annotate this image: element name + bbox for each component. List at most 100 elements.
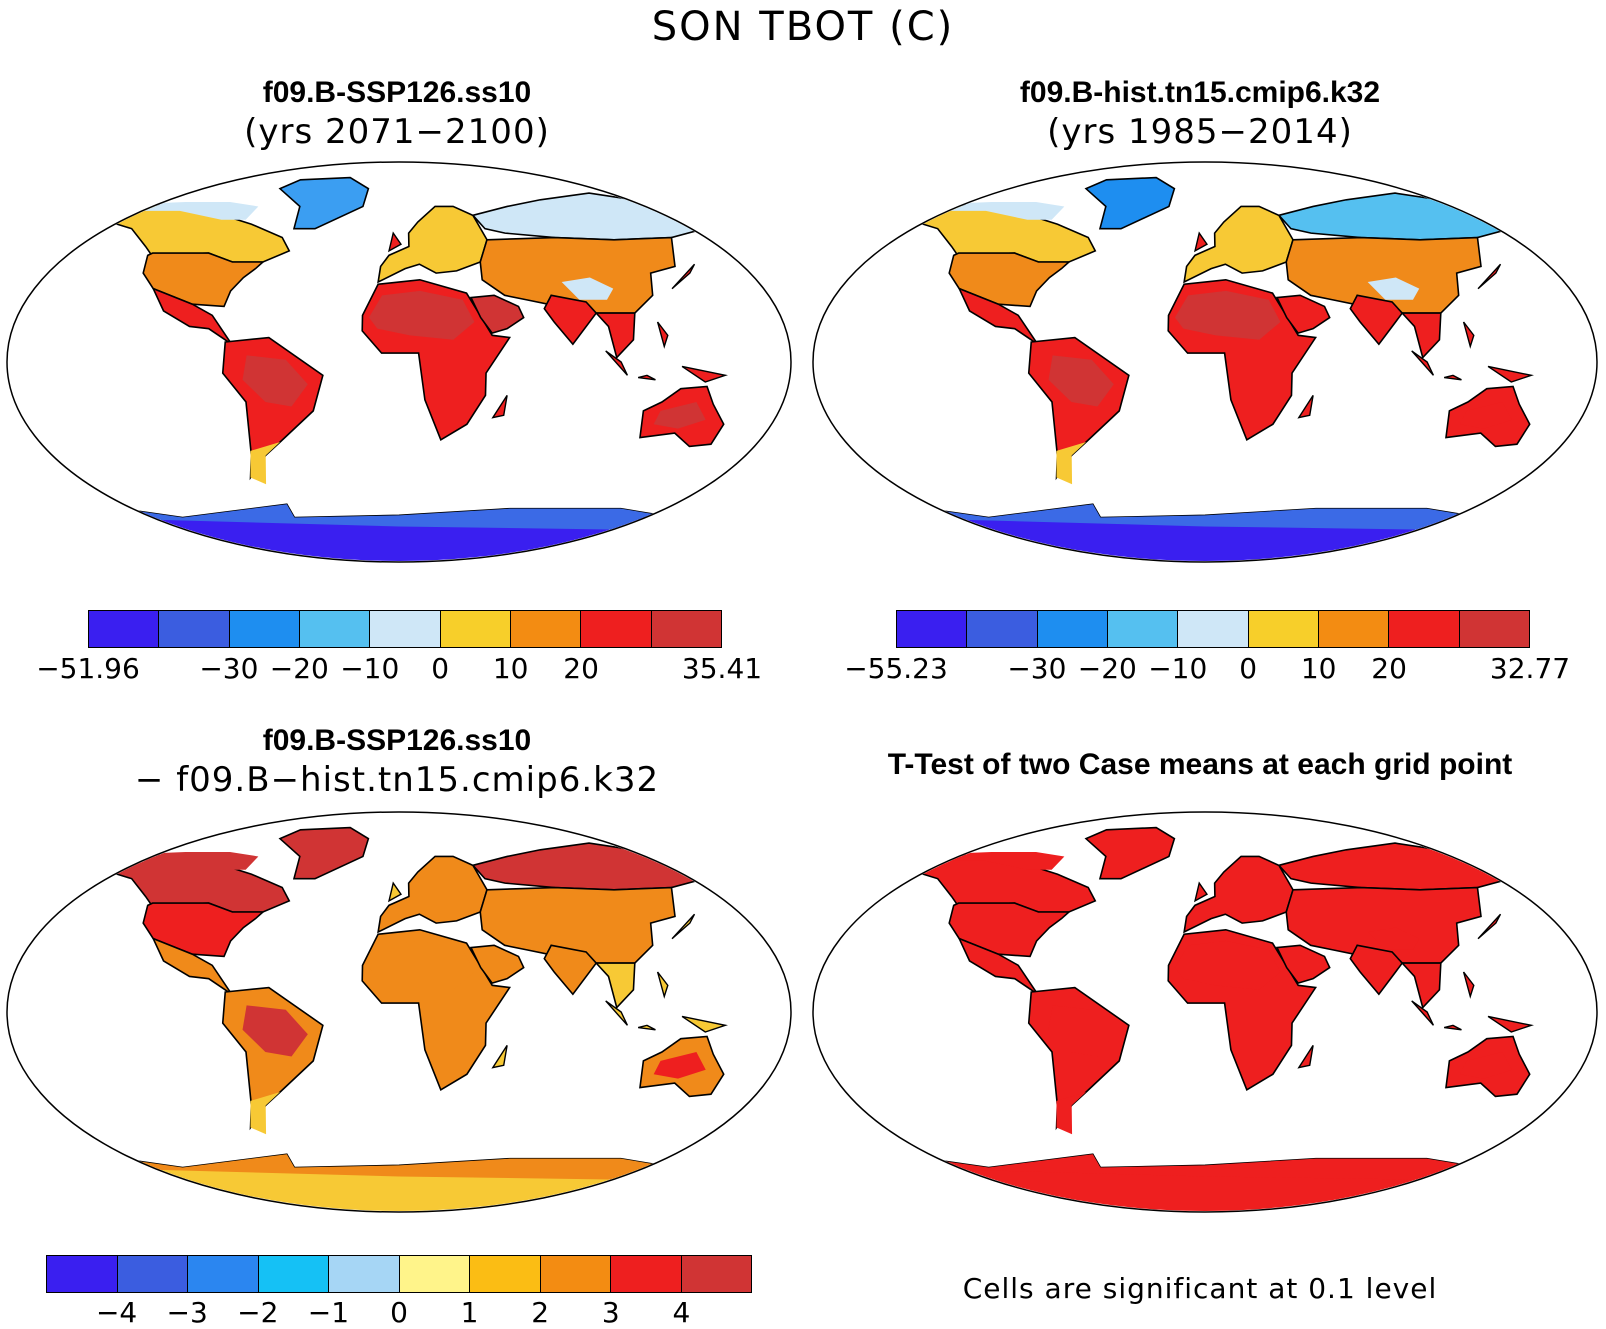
colorbar-tick-label: 10	[492, 652, 529, 685]
region-patagonia	[1056, 1092, 1087, 1135]
panel4-title: T-Test of two Case means at each grid po…	[887, 748, 1513, 781]
colorbar-swatch	[440, 611, 511, 647]
region-patagonia	[250, 1092, 281, 1135]
panel1-title: f09.B-SSP126.ss10	[262, 76, 532, 109]
colorbar-tick-label: 4	[672, 1296, 691, 1329]
panel2-subtitle: (yrs 1985−2014)	[1047, 112, 1353, 152]
island	[1444, 1024, 1462, 1031]
colorbar-swatch	[611, 1256, 682, 1292]
island	[491, 394, 508, 419]
island	[1297, 1044, 1314, 1069]
region-aus-interior	[1459, 1052, 1512, 1079]
colorbar-tick-label: −10	[340, 652, 400, 685]
island	[681, 1015, 728, 1033]
colorbar-swatch	[470, 1256, 541, 1292]
colorbar-swatch	[651, 611, 721, 647]
region-greenland	[278, 826, 370, 880]
island	[1462, 321, 1475, 349]
island	[671, 913, 696, 940]
colorbar-tick-label: 20	[563, 652, 599, 685]
island	[1462, 971, 1475, 999]
panel1-colorbar-ticks: −51.96 −30 −20 −10 0 10 20 35.41	[36, 652, 762, 688]
island	[638, 374, 656, 381]
colorbar-swatch	[159, 611, 230, 647]
colorbar-swatch	[229, 611, 300, 647]
panel2-colorbar-ticks: −55.23 −30 −20 −10 0 10 20 32.77	[844, 652, 1570, 688]
region-se-asia	[594, 962, 636, 1010]
region-mexico	[151, 287, 233, 345]
colorbar-swatch	[1178, 611, 1249, 647]
colorbar-tick-label: 1	[460, 1296, 479, 1329]
region-central-asia	[1285, 886, 1482, 964]
region-sahara	[368, 940, 475, 990]
region-mexico	[957, 287, 1039, 345]
region-se-asia	[594, 312, 636, 360]
region-sahara	[1174, 940, 1281, 990]
island	[1477, 263, 1502, 290]
region-greenland	[1084, 826, 1176, 880]
region-aus-interior	[653, 402, 706, 429]
region-sa-interior	[1048, 355, 1114, 407]
region-mexico	[957, 937, 1039, 995]
colorbar-tick-label: −10	[1148, 652, 1208, 685]
colorbar-tick-label: 0	[431, 652, 450, 685]
island	[1411, 1000, 1435, 1026]
colorbar-tick-label: −3	[166, 1296, 208, 1329]
island	[656, 321, 669, 349]
island	[681, 365, 728, 383]
island	[1193, 231, 1208, 253]
region-tibet	[1367, 277, 1420, 300]
colorbar-tick-label: 0	[1239, 652, 1258, 685]
region-antarctica-coast	[864, 1149, 1523, 1181]
panel2-title: f09.B-hist.tn15.cmip6.k32	[1019, 76, 1381, 109]
colorbar-swatch	[510, 611, 582, 647]
region-sahara	[368, 290, 475, 340]
region-arabia	[1275, 944, 1331, 985]
region-sa-interior	[242, 355, 308, 407]
panel3-subtitle: − f09.B−hist.tn15.cmip6.k32	[134, 760, 660, 800]
region-central-asia	[479, 886, 676, 964]
region-arabia	[469, 944, 525, 985]
panel2-colorbar	[896, 610, 1530, 648]
colorbar-tick-label: 32.77	[1489, 652, 1571, 685]
region-sa-interior	[1048, 1005, 1114, 1057]
island	[605, 350, 629, 376]
colorbar-swatch	[1107, 611, 1179, 647]
panel1-map	[6, 161, 792, 563]
region-greenland	[278, 176, 370, 230]
colorbar-tick-label: 20	[1371, 652, 1407, 685]
island	[1297, 394, 1314, 419]
region-sahara	[1174, 290, 1281, 340]
panel4-map	[812, 811, 1598, 1213]
colorbar-swatch	[1318, 611, 1390, 647]
figure-title: SON TBOT (C)	[651, 4, 955, 50]
region-patagonia	[1056, 442, 1087, 485]
island	[387, 881, 402, 903]
region-central-asia	[1285, 236, 1482, 314]
colorbar-tick-label: −30	[1007, 652, 1067, 685]
island	[491, 1044, 508, 1069]
colorbar-tick-label: −30	[199, 652, 259, 685]
panel3-title: f09.B-SSP126.ss10	[262, 724, 532, 757]
region-se-asia	[1400, 962, 1442, 1010]
region-central-asia	[479, 236, 676, 314]
region-tibet	[1367, 927, 1420, 950]
colorbar-swatch	[399, 1256, 470, 1292]
region-arabia	[1275, 294, 1331, 335]
colorbar-swatch	[188, 1256, 259, 1292]
region-arabia	[469, 294, 525, 335]
island	[1487, 1015, 1534, 1033]
panel1-colorbar	[88, 610, 722, 648]
colorbar-swatch	[47, 1256, 118, 1292]
island	[1193, 881, 1208, 903]
colorbar-tick-label: 0	[390, 1296, 408, 1329]
colorbar-swatch	[1037, 611, 1108, 647]
panel3-colorbar	[46, 1255, 752, 1293]
region-tibet	[561, 927, 614, 950]
island	[656, 971, 669, 999]
island	[671, 263, 696, 290]
colorbar-swatch	[258, 1256, 329, 1292]
region-europe	[1183, 205, 1294, 284]
colorbar-swatch	[370, 611, 441, 647]
region-aus-interior	[653, 1052, 706, 1079]
